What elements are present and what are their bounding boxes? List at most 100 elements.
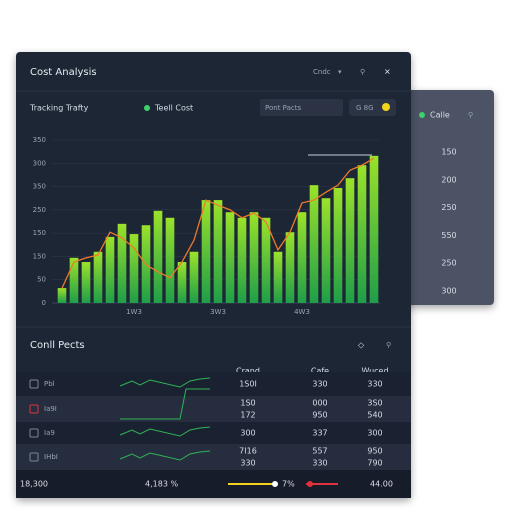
table-cell: 330 [312, 459, 327, 468]
side-value: 200 [441, 175, 456, 184]
table-cell: 790 [367, 459, 382, 468]
bar [129, 234, 139, 303]
row-checkbox[interactable] [29, 452, 39, 462]
table-title: Conll Pects [30, 340, 85, 351]
bar [333, 187, 343, 303]
table-cell: 300 [367, 429, 382, 438]
table: Crand Cafe Wuced Pbl 1S0I 330 330 Ia9I 1S0 172 000… [16, 367, 411, 470]
y-tick-label: 300 [33, 159, 46, 167]
chart-subtitle: Tracking Trafty [29, 104, 89, 113]
table-cell: 000 [312, 399, 327, 408]
chart: 0 50 150 150 250 350 300 350 1W3 3W3 4W3 [33, 136, 380, 316]
bar [261, 217, 271, 303]
bar [117, 223, 127, 303]
action-button[interactable] [349, 99, 396, 116]
table-row [16, 396, 411, 422]
y-tick-label: 150 [33, 229, 46, 237]
user-icon[interactable]: ⚲ [386, 341, 391, 349]
side-title: Calle [430, 111, 450, 120]
side-value: 150 [441, 148, 456, 157]
side-values: 150 200 250 550 250 300 [441, 148, 456, 296]
column-header: Crand [236, 367, 260, 376]
legend-dot [144, 105, 150, 111]
column-header: Cafe [311, 367, 329, 376]
table-cell: 172 [240, 411, 255, 420]
bar [93, 251, 103, 303]
bar [81, 262, 91, 303]
side-icon[interactable]: ⚲ [468, 111, 473, 119]
table-cell: 540 [367, 411, 382, 420]
bar [165, 217, 175, 303]
y-tick-label: 250 [33, 206, 46, 214]
line [61, 157, 375, 289]
table-cell: 330 [312, 380, 327, 389]
sparkline [119, 377, 211, 388]
search-placeholder: Pont Pacts [265, 104, 301, 112]
table-cell: 1S0I [239, 380, 257, 389]
bar [105, 236, 115, 303]
table-cell: 7I16 [239, 447, 257, 456]
side-value: 300 [441, 287, 456, 296]
bar [201, 200, 211, 303]
legend-label: Teell Cost [154, 104, 193, 113]
table-row [16, 372, 411, 396]
bar [225, 212, 235, 303]
footer-rate: 4,183 % [145, 480, 178, 489]
table-cell: 3S0 [367, 399, 382, 408]
bar [69, 257, 79, 303]
table-cell: 950 [367, 447, 382, 456]
search-box[interactable] [260, 99, 343, 116]
close-button[interactable]: ✕ [384, 68, 391, 77]
bar [189, 251, 199, 303]
footer-amount: 44.00 [370, 480, 393, 489]
bar [309, 185, 319, 303]
bar [345, 178, 355, 303]
bar [273, 251, 283, 303]
row-checkbox[interactable] [29, 428, 39, 438]
slider-knob[interactable] [272, 481, 278, 487]
bar [285, 232, 295, 303]
table-cell: 337 [312, 429, 327, 438]
table-cell: 300 [240, 429, 255, 438]
sparkline [120, 388, 210, 420]
x-tick-label: 4W3 [294, 308, 310, 316]
side-panel [400, 90, 494, 305]
bar [237, 217, 247, 303]
y-tick-label: 350 [33, 183, 46, 191]
y-tick-label: 0 [42, 299, 46, 307]
bar [297, 212, 307, 303]
row-checkbox[interactable] [29, 379, 39, 389]
footer-total: 18,300 [20, 480, 48, 489]
row-label: Pbl [44, 380, 55, 388]
button-dot [382, 103, 390, 111]
side-dot [419, 112, 425, 118]
bar [357, 165, 367, 303]
y-tick-label: 350 [33, 136, 46, 144]
pin-icon[interactable]: ◇ [358, 341, 365, 350]
row-checkbox[interactable] [29, 404, 39, 414]
table-row [16, 444, 411, 470]
user-icon[interactable]: ⚲ [360, 68, 365, 76]
side-value: 250 [441, 203, 456, 212]
x-tick-label: 3W3 [210, 308, 226, 316]
x-tick-label: 1W3 [126, 308, 142, 316]
table-cell: 950 [312, 411, 327, 420]
slider-knob[interactable] [307, 481, 313, 487]
bar [249, 212, 259, 303]
slider-label: 7% [282, 480, 295, 489]
bar [321, 198, 331, 303]
y-tick-label: 50 [37, 276, 46, 284]
bar [213, 200, 223, 303]
bar [177, 262, 187, 303]
bar [369, 155, 379, 303]
y-tick-label: 150 [33, 252, 46, 260]
table-cell: 557 [312, 447, 327, 456]
side-value: 250 [441, 259, 456, 268]
sparkline [119, 426, 211, 437]
dropdown-arrow[interactable]: ▾ [338, 68, 342, 76]
bar [153, 210, 163, 303]
dropdown[interactable]: Cndc [313, 68, 331, 76]
row-label: Ia9 [44, 429, 55, 437]
side-value: 550 [441, 231, 456, 240]
panel-title: Cost Analysis [30, 67, 97, 78]
